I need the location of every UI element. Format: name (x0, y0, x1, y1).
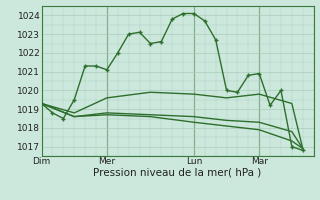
X-axis label: Pression niveau de la mer( hPa ): Pression niveau de la mer( hPa ) (93, 168, 262, 178)
